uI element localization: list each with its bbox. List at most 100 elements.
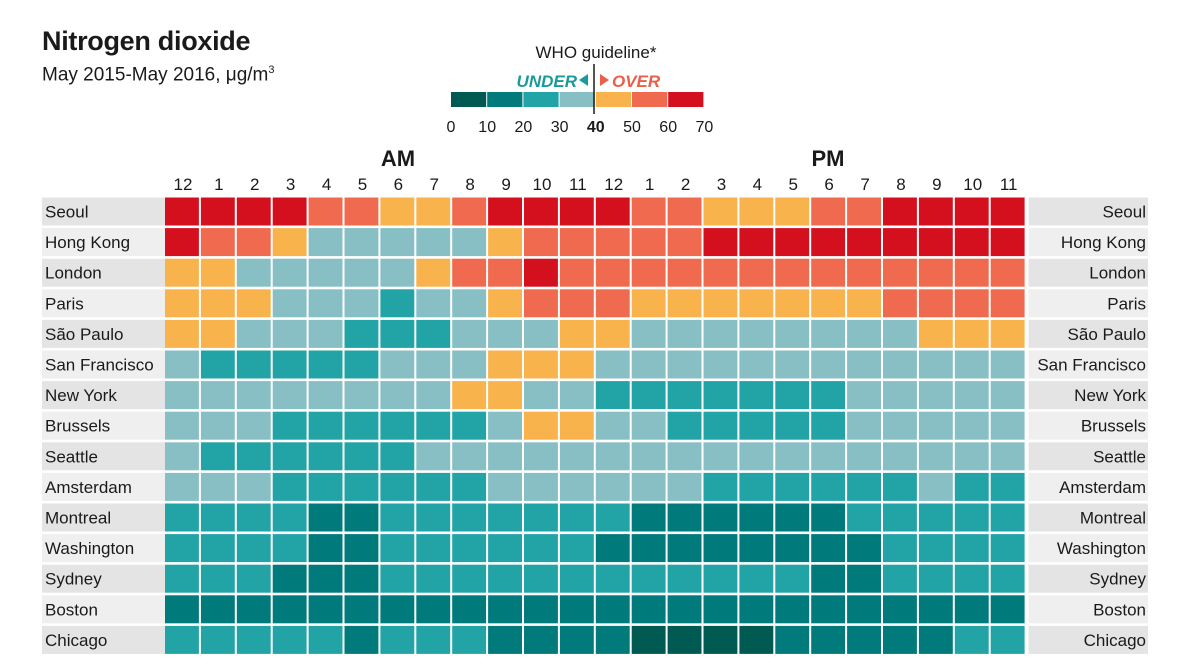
heatmap-cell	[811, 228, 846, 257]
heatmap-cell	[200, 411, 235, 440]
row-label-bg-left	[42, 534, 165, 563]
city-label-left: Seoul	[45, 203, 88, 222]
row-label-bg-left	[42, 289, 165, 318]
heatmap-cell	[559, 472, 594, 501]
hour-tick-label: 11	[1000, 175, 1018, 194]
heatmap-cell	[452, 472, 487, 501]
heatmap-cell	[236, 197, 271, 226]
heatmap-cell	[847, 381, 881, 410]
heatmap-cell	[559, 197, 594, 226]
heatmap-cell	[272, 442, 307, 471]
heatmap-cell	[308, 534, 343, 563]
row-label-bg-right	[1028, 503, 1148, 532]
heatmap-cell	[236, 503, 271, 532]
heatmap-cell	[452, 625, 487, 654]
row-label-bg-left	[42, 442, 165, 471]
row-label-bg-right	[1028, 381, 1148, 410]
legend-tick-labels: 0 10 20 30 40 50 60 70	[447, 119, 714, 136]
heatmap-cell	[811, 534, 846, 563]
heatmap-cell	[524, 228, 558, 257]
heatmap-cell	[667, 625, 702, 654]
heatmap-cell	[739, 258, 774, 287]
heatmap-cell	[308, 197, 343, 226]
heatmap-cell	[883, 534, 917, 563]
row-label-bg-left	[42, 258, 165, 287]
heatmap-cell	[703, 442, 738, 471]
heatmap-cell	[595, 381, 630, 410]
city-label-right: Boston	[1093, 600, 1146, 619]
heatmap-cell	[703, 258, 738, 287]
heatmap-cell	[847, 197, 881, 226]
heatmap-cell	[416, 350, 451, 379]
heatmap-cell	[667, 411, 702, 440]
heatmap-cell	[488, 197, 522, 226]
heatmap-cell	[775, 411, 810, 440]
heatmap-cell	[416, 472, 451, 501]
heatmap-cell	[775, 472, 810, 501]
heatmap-cell	[883, 564, 917, 593]
over-arrow-icon	[600, 74, 609, 86]
legend-tick-label: 70	[696, 119, 714, 136]
heatmap-cell	[165, 289, 199, 318]
heatmap-cell	[847, 228, 881, 257]
heatmap-cell	[954, 289, 989, 318]
heatmap-cell	[775, 289, 810, 318]
heatmap-cell	[954, 503, 989, 532]
heatmap-cell	[990, 228, 1025, 257]
heatmap-cell	[452, 228, 487, 257]
heatmap-cell	[990, 381, 1025, 410]
heatmap-cell	[559, 289, 594, 318]
city-label-right: São Paulo	[1068, 325, 1146, 344]
heatmap-cell	[667, 197, 702, 226]
heatmap-cell	[524, 625, 558, 654]
heatmap-cell	[488, 228, 522, 257]
heatmap-cell	[524, 595, 558, 624]
city-label-right: Hong Kong	[1061, 233, 1146, 252]
heatmap-cell	[954, 350, 989, 379]
heatmap-cell	[595, 564, 630, 593]
heatmap-cell	[236, 350, 271, 379]
heatmap-cell	[236, 289, 271, 318]
heatmap-cell	[380, 381, 415, 410]
heatmap-cell	[559, 564, 594, 593]
heatmap-cell	[165, 319, 199, 348]
heatmap-cell	[488, 472, 522, 501]
heatmap-row: Chicago Chicago	[42, 625, 1148, 654]
hour-tick-label: 1	[214, 175, 223, 194]
heatmap-cell	[344, 442, 379, 471]
heatmap-cell	[416, 411, 451, 440]
heatmap-cell	[559, 503, 594, 532]
hour-tick-label: 12	[604, 175, 623, 194]
heatmap-cell	[811, 442, 846, 471]
heatmap-cell	[380, 503, 415, 532]
heatmap-cell	[775, 258, 810, 287]
heatmap-cell	[883, 197, 917, 226]
heatmap-cell	[703, 289, 738, 318]
city-label-left: Sydney	[45, 570, 102, 589]
heatmap-cell	[631, 350, 666, 379]
legend-bin-2	[523, 92, 559, 107]
heatmap-cell	[631, 503, 666, 532]
heatmap-cell	[380, 258, 415, 287]
heatmap-cell	[703, 503, 738, 532]
heatmap-cell	[559, 411, 594, 440]
heatmap-cell	[739, 442, 774, 471]
heatmap-cell	[883, 350, 917, 379]
heatmap-cell	[524, 503, 558, 532]
city-label-right: New York	[1074, 386, 1146, 405]
heatmap-cell	[667, 503, 702, 532]
heatmap-cell	[236, 228, 271, 257]
heatmap-cell	[739, 381, 774, 410]
heatmap-cell	[200, 625, 235, 654]
heatmap-cell	[200, 197, 235, 226]
heatmap-cell	[918, 595, 953, 624]
hour-tick-label: 2	[250, 175, 259, 194]
heatmap-cell	[165, 625, 199, 654]
heatmap-cell	[883, 228, 917, 257]
heatmap-cell	[308, 625, 343, 654]
pm-label: PM	[812, 146, 845, 171]
heatmap-cell	[236, 564, 271, 593]
heatmap-cell	[739, 472, 774, 501]
heatmap-cell	[524, 197, 558, 226]
